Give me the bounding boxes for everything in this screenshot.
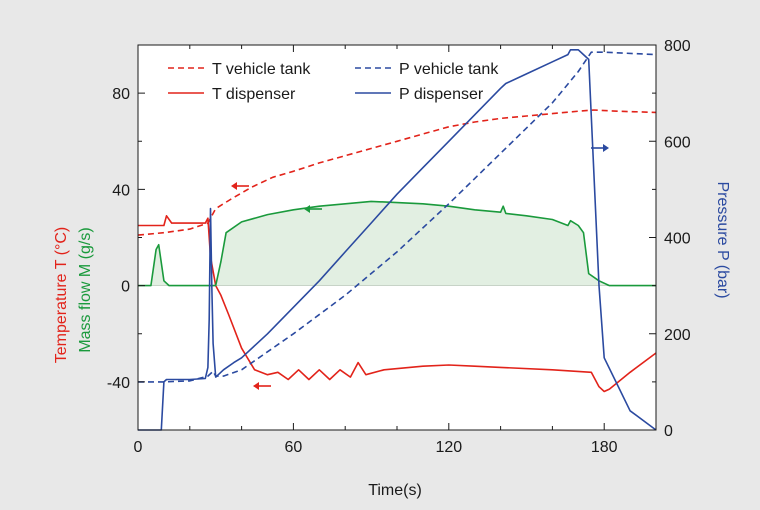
arrow-head [304,205,310,213]
left-axis-label-massflow: Mass flow M (g/s) [77,227,94,352]
x-axis-label: Time(s) [368,482,422,499]
arrow-head [231,182,237,190]
arrow-head [253,382,259,390]
x-tick-label: 60 [285,439,303,456]
mass-flow-line [138,200,656,287]
legend: T vehicle tank P vehicle tank T dispenser P… [168,61,499,103]
left-axis-label-temperature: Temperature T (°C) [53,227,70,364]
left-tick-label: 0 [121,279,130,296]
left-tick-label: 80 [112,86,130,103]
right-tick-label: 600 [664,134,691,151]
right-tick-label: 400 [664,231,691,248]
t-dispenser-line [138,215,657,393]
p-vehicle-tank-line [138,51,657,383]
left-tick-label: -40 [107,375,130,392]
arrow-head [603,144,609,152]
series-layer [137,49,657,431]
legend-label: P dispenser [399,86,484,103]
right-tick-label: 800 [664,38,691,55]
x-tick-label: 120 [435,439,462,456]
legend-label: T vehicle tank [212,61,311,78]
left-tick-label: 40 [112,182,130,199]
x-tick-label: 180 [591,439,618,456]
mass-flow-area [138,201,656,286]
legend-label: T dispenser [212,86,296,103]
x-tick-label: 0 [134,439,143,456]
right-tick-label: 0 [664,423,673,440]
p-dispenser-line [138,49,657,431]
right-tick-label: 200 [664,327,691,344]
right-axis-label-pressure: Pressure P (bar) [714,181,731,298]
annotation-arrows [231,144,609,390]
t-vehicle-tank-line [137,109,657,236]
fill-layer [138,45,656,430]
legend-label: P vehicle tank [399,61,499,78]
